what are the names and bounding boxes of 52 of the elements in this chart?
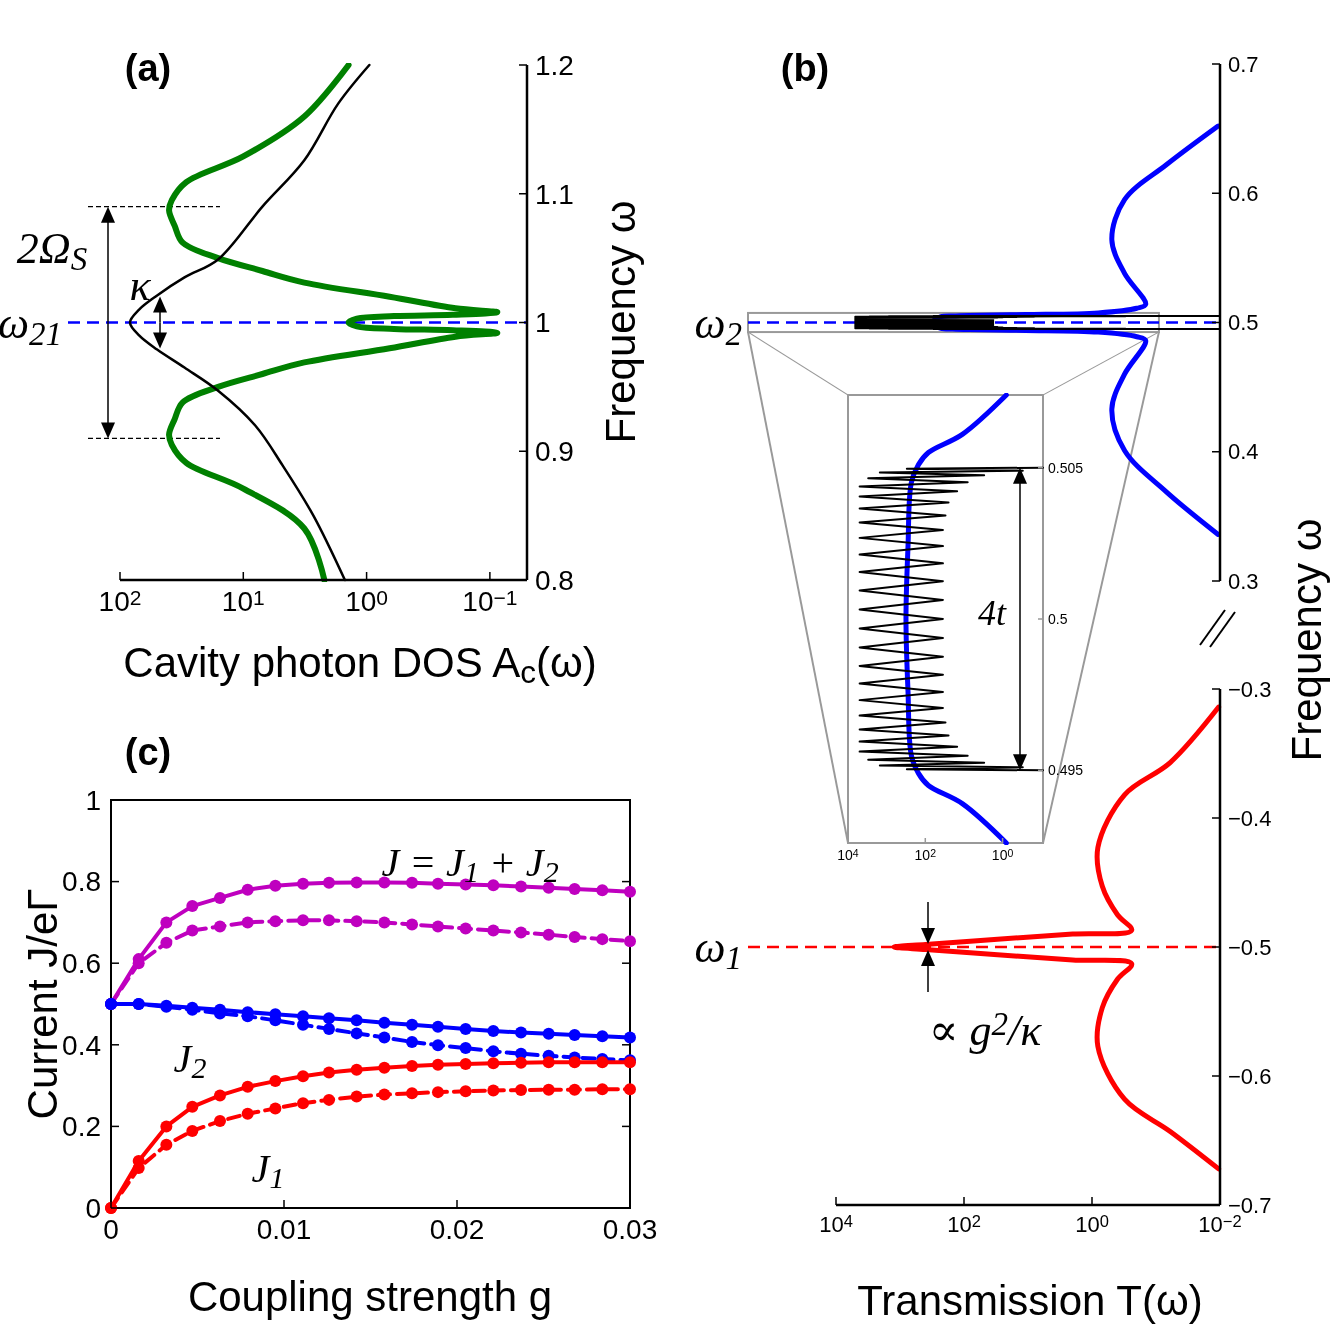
x-tick-label: 0.03 [602, 1214, 658, 1245]
y-tick-label: 0.8 [535, 564, 574, 596]
x-tick-label: 10$^{−1}$ [462, 585, 518, 617]
y-tick-label: 1 [85, 784, 101, 816]
x-axis-title: Cavity photon DOS A$_{c}$(ω) [123, 638, 597, 691]
ref-line-label: ω$_{21}$ [0, 298, 62, 352]
y-tick-label: 0.7 [1228, 51, 1259, 77]
x-tick-label: 10$^{1}$ [221, 585, 265, 617]
y-tick-label: 0.5 [1048, 610, 1068, 627]
annotation: ∝ g$^{2}$/κ [928, 1006, 1043, 1056]
chart-title: (c) [124, 731, 172, 774]
y-tick-label: 1.1 [535, 178, 574, 210]
y-tick-label: 1 [535, 307, 551, 339]
y-tick-label: 0.3 [1228, 568, 1259, 594]
x-tick-label: 10$^{2}$ [947, 1211, 981, 1237]
y-tick-label: 0.8 [62, 866, 101, 898]
text: 2Ω$_{S}$ [16, 224, 88, 277]
x-tick-label: 10$^{4}$ [819, 1211, 853, 1237]
annotation: κ [129, 261, 152, 311]
x-axis-title: Coupling strength g [187, 1272, 553, 1320]
x-tick-label: 10$^{0}$ [345, 585, 389, 617]
y-tick-label: −0.3 [1228, 676, 1272, 702]
series-label: J$_{1}$ [251, 1146, 285, 1194]
y-tick-label: 0.9 [535, 436, 574, 468]
series-label: J$_{2}$ [173, 1036, 207, 1084]
y-tick-label: 0.5 [1228, 310, 1259, 336]
annotation: 4t [977, 592, 1007, 633]
y-tick-label: 0.505 [1048, 459, 1084, 476]
y-tick-label: 0.2 [62, 1111, 101, 1143]
x-tick-label: 10$^{0}$ [991, 846, 1014, 863]
series-label: J = J$_{1}$ + J$_{2}$ [381, 840, 559, 888]
x-tick-label: 10$^{4}$ [837, 846, 859, 863]
ref-line-label: ω$_{1}$ [694, 923, 742, 976]
y-axis-title: Frequency ω [1282, 518, 1330, 762]
x-tick-label: 0.01 [256, 1214, 312, 1245]
x-tick-label: 10$^{2}$ [98, 585, 142, 617]
x-tick-label: 10$^{2}$ [914, 846, 937, 863]
x-axis-title: Transmission T(ω) [857, 1276, 1203, 1324]
ref-line-label: ω$_{2}$ [694, 298, 742, 352]
y-tick-label: 1.2 [535, 49, 574, 81]
chart-title: (a) [124, 47, 172, 90]
x-tick-label: 10$^{0}$ [1075, 1211, 1109, 1237]
y-tick-label: 0.6 [62, 948, 101, 979]
y-tick-label: 0.6 [1228, 180, 1259, 206]
y-axis-title: Frequency ω [596, 200, 644, 444]
y-tick-label: 0.495 [1048, 762, 1084, 779]
y-tick-label: 0.4 [1228, 439, 1259, 465]
y-tick-label: −0.5 [1228, 934, 1272, 960]
chart-title: (b) [780, 47, 830, 90]
y-tick-label: −0.6 [1228, 1063, 1272, 1089]
y-tick-label: −0.4 [1228, 805, 1272, 831]
x-tick-label: 0.02 [429, 1214, 485, 1245]
